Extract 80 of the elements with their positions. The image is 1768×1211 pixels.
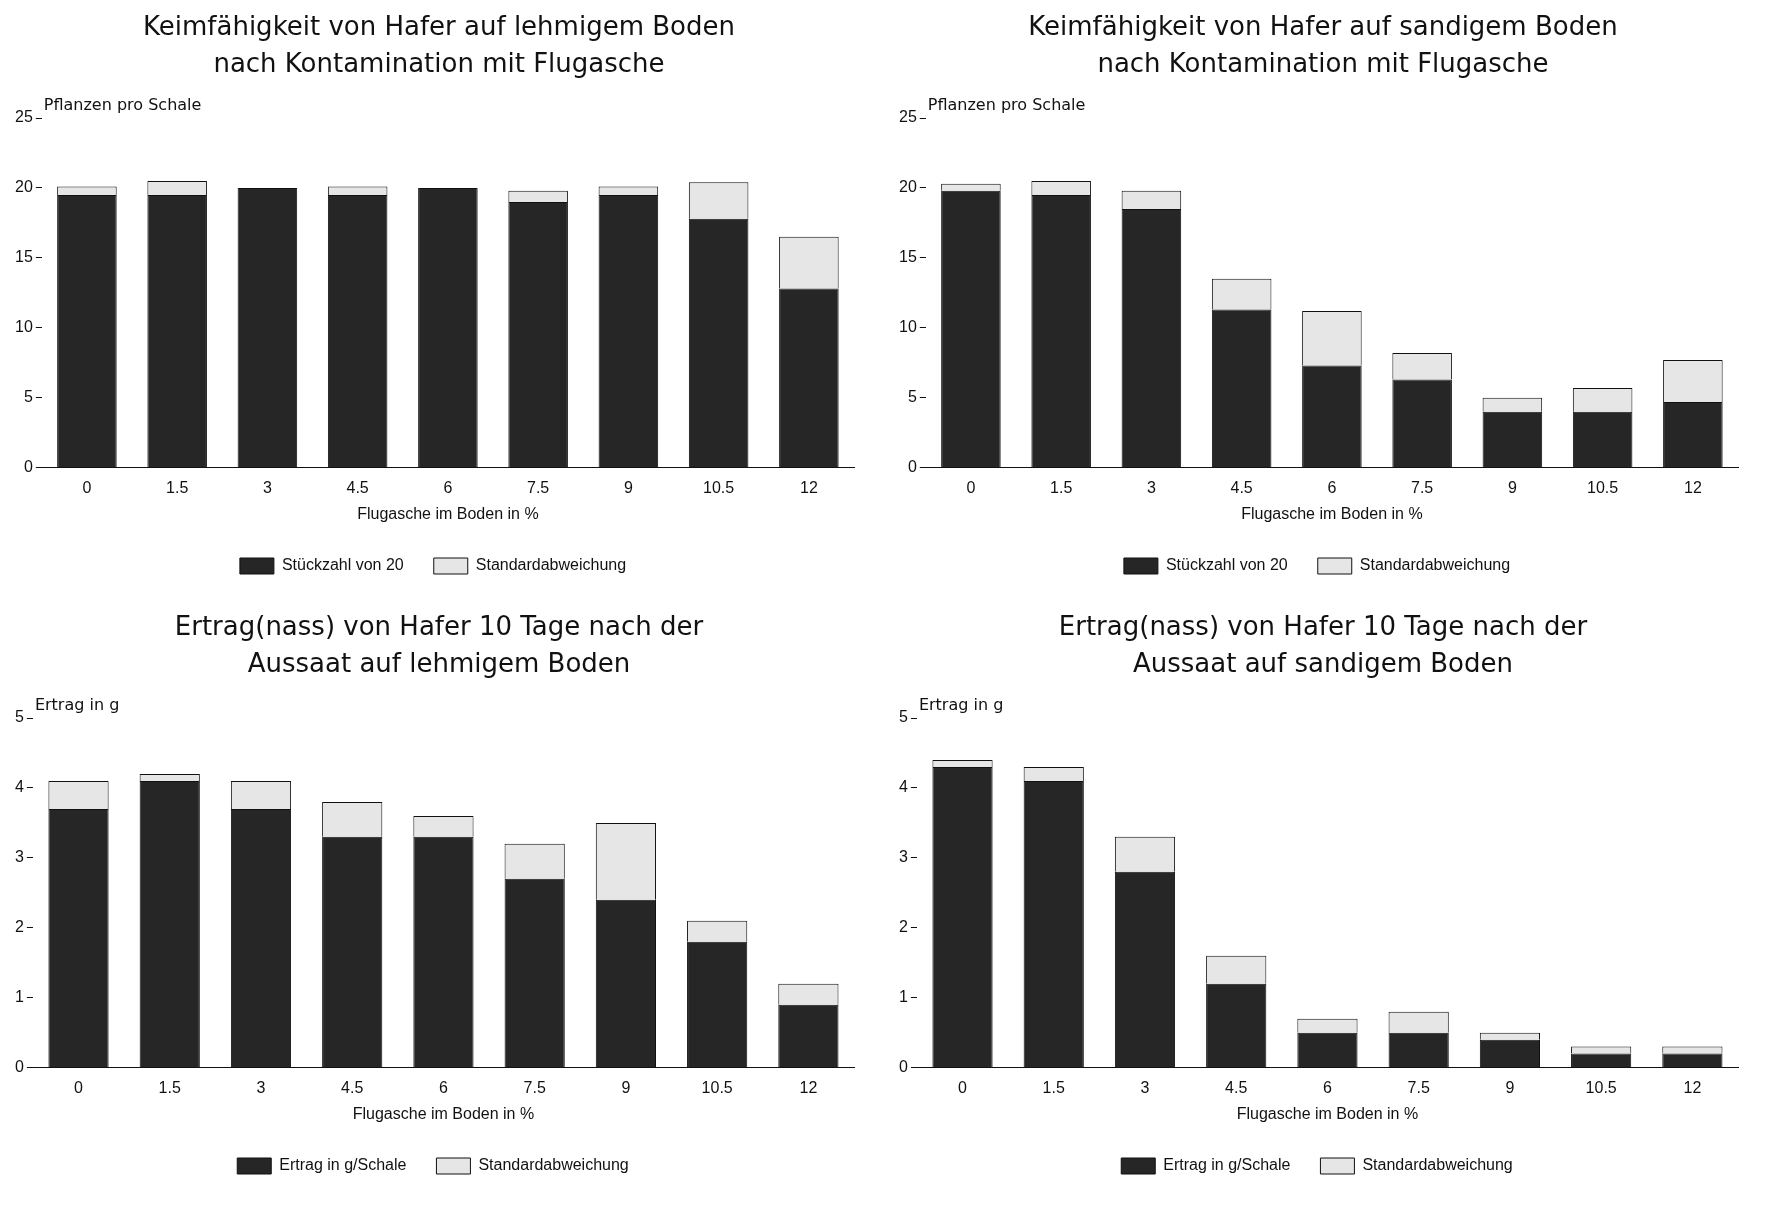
x-tick-label: 12 [1683, 478, 1702, 496]
x-tick-label: 1.5 [158, 1078, 181, 1096]
x-tick-label: 6 [1327, 478, 1337, 496]
x-tick-label: 4.5 [1230, 478, 1253, 496]
legend-label: Stückzahl von 20 [281, 556, 404, 574]
y-tick-label: 5 [23, 388, 33, 406]
x-tick-label: 6 [439, 1078, 448, 1096]
y-tick-label: 3 [898, 848, 908, 866]
x-tick-label: 10.5 [703, 478, 735, 496]
y-tick-label: 5 [898, 708, 908, 726]
y-tick-label: 10 [15, 318, 33, 336]
x-tick-label: 6 [443, 478, 453, 496]
y-tick-label: 4 [14, 778, 24, 796]
y-tick-label: 5 [907, 388, 917, 406]
y-tick-label: 0 [898, 1058, 908, 1076]
legend-label: Stückzahl von 20 [1165, 556, 1288, 574]
y-axis-title: Pflanzen pro Schale [927, 95, 1086, 115]
x-tick-label: 4.5 [346, 478, 369, 496]
x-tick-label: 7.5 [1411, 478, 1434, 496]
x-tick-label: 12 [799, 1078, 818, 1096]
y-axis-title: Ertrag in g [34, 695, 120, 715]
x-tick-label: 1.5 [166, 478, 189, 496]
x-tick-label: 1.5 [1042, 1078, 1065, 1096]
legend-label: Standardabweichung [478, 1156, 629, 1174]
chart-title: Keimfähigkeit von Hafer auf sandigem Boden nach Kontamination mit Flugasche [1027, 10, 1619, 80]
chart-title: Ertrag(nass) von Hafer 10 Tage nach der Aussaat auf lehmigem Boden [173, 610, 705, 680]
chart-title: Ertrag(nass) von Hafer 10 Tage nach der Aussaat auf sandigem Boden [1057, 610, 1589, 680]
y-tick-label: 0 [14, 1058, 24, 1076]
x-tick-label: 3 [262, 478, 272, 496]
legend-label: Standardabweichung [1359, 556, 1511, 574]
x-tick-label: 9 [621, 1078, 631, 1096]
x-tick-label: 3 [1146, 478, 1156, 496]
x-tick-label: 10.5 [701, 1078, 733, 1096]
x-tick-label: 9 [1507, 478, 1517, 496]
x-tick-label: 0 [966, 478, 976, 496]
x-tick-label: 7.5 [527, 478, 550, 496]
x-tick-label: 10.5 [1585, 1078, 1617, 1096]
x-tick-label: 1.5 [1050, 478, 1073, 496]
chart-title: Keimfähigkeit von Hafer auf lehmigem Boden nach Kontamination mit Flugasche [142, 10, 736, 80]
legend-label: Ertrag in g/Schale [279, 1156, 407, 1174]
x-tick-label: 3 [256, 1078, 266, 1096]
x-tick-label: 4.5 [341, 1078, 364, 1096]
x-tick-label: 0 [74, 1078, 84, 1096]
x-tick-label: 12 [799, 478, 818, 496]
y-tick-label: 2 [14, 918, 24, 936]
y-tick-label: 0 [23, 458, 33, 476]
x-axis-title: Flugasche im Boden in % [357, 504, 539, 522]
x-tick-label: 9 [1505, 1078, 1515, 1096]
x-tick-label: 9 [623, 478, 633, 496]
y-tick-label: 5 [14, 708, 24, 726]
x-axis-title: Flugasche im Boden in % [1236, 1104, 1419, 1122]
legend-label: Ertrag in g/Schale [1163, 1156, 1291, 1174]
x-axis-title: Flugasche im Boden in % [352, 1104, 535, 1122]
x-tick-label: 7.5 [1407, 1078, 1430, 1096]
y-tick-label: 0 [907, 458, 917, 476]
y-tick-label: 2 [898, 918, 908, 936]
y-tick-label: 3 [14, 848, 24, 866]
x-tick-label: 10.5 [1587, 478, 1619, 496]
x-tick-label: 12 [1683, 1078, 1702, 1096]
y-tick-label: 1 [898, 988, 908, 1006]
y-tick-label: 4 [898, 778, 908, 796]
y-tick-label: 15 [899, 248, 917, 266]
x-tick-label: 0 [958, 1078, 968, 1096]
y-tick-label: 1 [14, 988, 24, 1006]
x-tick-label: 0 [82, 478, 92, 496]
y-tick-label: 25 [899, 108, 917, 126]
x-axis-title: Flugasche im Boden in % [1241, 504, 1423, 522]
y-tick-label: 15 [15, 248, 33, 266]
x-tick-label: 4.5 [1225, 1078, 1248, 1096]
x-tick-label: 3 [1140, 1078, 1150, 1096]
y-tick-label: 25 [15, 108, 33, 126]
legend-label: Standardabweichung [1362, 1156, 1513, 1174]
y-tick-label: 10 [899, 318, 917, 336]
x-tick-label: 6 [1323, 1078, 1332, 1096]
legend-label: Standardabweichung [475, 556, 627, 574]
y-tick-label: 20 [15, 178, 33, 196]
y-tick-label: 20 [899, 178, 917, 196]
y-axis-title: Ertrag in g [918, 695, 1004, 715]
x-tick-label: 7.5 [523, 1078, 546, 1096]
y-axis-title: Pflanzen pro Schale [43, 95, 202, 115]
